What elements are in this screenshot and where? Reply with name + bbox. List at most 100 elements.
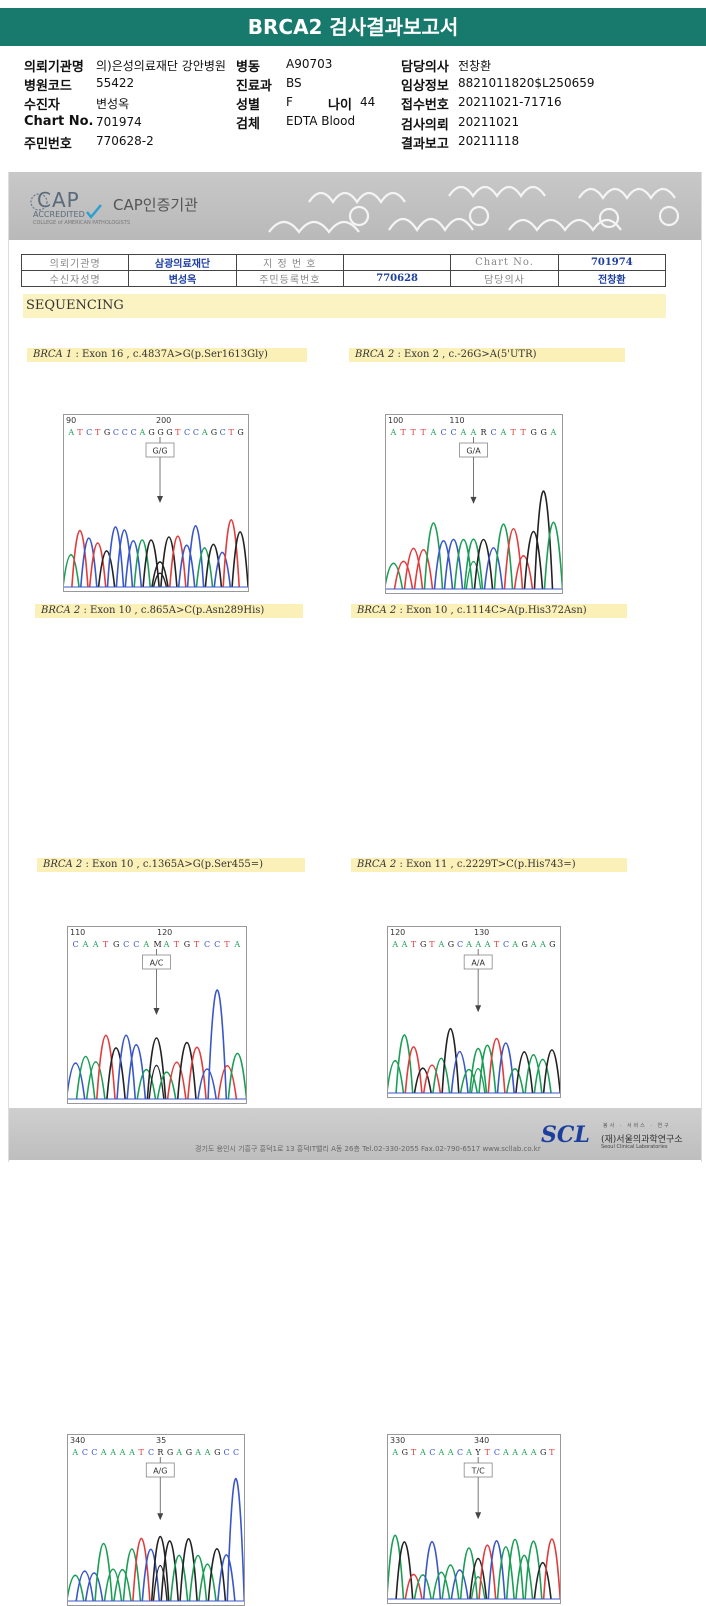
arrow-down-icon [475,1005,482,1013]
base-letter: A [437,1448,444,1457]
trace-peak [169,1554,189,1602]
genotype-call: A/G [153,1467,167,1476]
base-letter: M [153,940,161,949]
trace-peak [450,1569,469,1600]
position-left: 110 [70,928,85,937]
trace-peak [533,1058,552,1094]
trace-peak [156,1071,177,1100]
trace-peak [115,529,134,588]
base-letter: A [520,1448,527,1457]
age-value: 44 [360,95,376,109]
trace-peak [124,540,143,588]
pt-doctor-value: 전창환 [557,270,667,287]
arrow-down-icon [153,1007,160,1015]
base-letter: A [530,940,537,949]
sex-label: 성별 [236,98,260,113]
trace-peak [487,1038,506,1094]
cap-logo-sub: COLLEGE of AMERICAN PATHOLOGISTS [33,220,131,226]
footer: 경기도 용인시 기흥구 흥덕1로 13 흥덕IT밸리 A동 26층 Tel.02… [9,1108,701,1160]
footer-org-en: Seoul Clinical Laboratories [601,1144,668,1150]
base-letter: C [494,1448,500,1457]
base-letter: A [67,428,74,437]
variant-gene: BRCA 2 [357,605,397,616]
trace-peak [160,536,178,588]
base-letter: A [511,940,518,949]
variant-description: : Exon 11 , c.2229T>C(p.His743=) [396,859,576,870]
trace-peak [441,1564,460,1600]
base-letter: A [163,940,170,949]
trace-peak [459,1068,479,1094]
trace-peaks [386,490,562,590]
base-letter: C [86,428,92,437]
base-letter: T [494,940,500,949]
trace-peak [459,1547,479,1600]
cap-banner: CAP ACCREDITED COLLEGE of AMERICAN PATHO… [9,172,701,240]
receipt-value: 20211021-71716 [458,95,562,109]
genotype-box [145,442,175,458]
base-letter: G [448,940,454,949]
base-letter: T [194,940,200,949]
genotype-call: A/C [150,959,164,968]
trace-peak [422,1064,442,1094]
sequencing-label: SEQUENCING [23,294,666,318]
genotype-box [459,442,488,458]
arrow-down-icon [475,1512,482,1520]
trace-peak [453,538,474,590]
trace-peak [195,547,214,588]
trace-peak [513,555,534,590]
base-letter: A [142,940,149,949]
trace-peak [542,1538,560,1600]
variant-gene: BRCA 2 [43,859,83,870]
trace-peak [505,1068,525,1094]
trace-peak [166,1061,187,1100]
base-letter: G [521,940,527,949]
genotype-call: T/C [471,1467,486,1476]
base-letter: T [103,940,109,949]
base-letter: T [401,428,407,437]
position-left: 120 [390,928,405,937]
receipt-label: 접수번호 [401,98,449,113]
base-letter: A [430,428,437,437]
trace-peak [64,554,80,588]
footer-motto: 봉사 · 서비스 · 연구 [603,1123,671,1129]
variant-description: : Exon 10 , c.1365A>G(p.Ser455=) [82,859,264,870]
trace-peak [433,540,454,590]
base-letter: A [390,428,397,437]
trace-peak [483,547,504,590]
trace-peak [176,1042,197,1100]
base-letter: A [82,940,89,949]
base-letter: C [224,1448,230,1457]
result-label: 결과보고 [401,137,449,152]
clinical-label: 임상정보 [401,79,449,94]
base-letter: A [474,940,481,949]
position-mid: 110 [449,416,464,425]
trace-peak [151,561,169,588]
chart-label: Chart No. [24,114,94,129]
base-letter: Y [474,1448,481,1457]
patient-label: 수진자 [24,98,60,113]
base-letter: C [204,940,210,949]
base-letter: A [530,1448,537,1457]
specimen-value: EDTA Blood [286,114,356,128]
variant-gene: BRCA 2 [355,349,395,360]
variant-gene: BRCA 1 [33,349,73,360]
position-mid: 130 [474,928,489,937]
patient-value: 변성옥 [96,97,130,111]
report-title: BRCA2 검사결과보고서 [0,8,706,46]
trace-peak [432,1571,451,1600]
trace-peak [222,518,241,588]
trace-peak [132,1537,151,1602]
trace-peak [441,1027,460,1094]
position-left: 330 [390,1436,405,1445]
base-letter: A [460,428,467,437]
hospital-code-value: 55422 [96,76,135,90]
base-letter: G [531,428,537,437]
variant-label-4: BRCA 2 : Exon 10 , c.1114C>A(p.His372Asn… [351,604,627,618]
trace-peak [463,538,484,590]
pt-recipient-label: 수신자성명 [20,270,130,287]
trace-peak [487,1540,506,1600]
base-letter: C [441,428,447,437]
trace-peak [75,1056,96,1100]
